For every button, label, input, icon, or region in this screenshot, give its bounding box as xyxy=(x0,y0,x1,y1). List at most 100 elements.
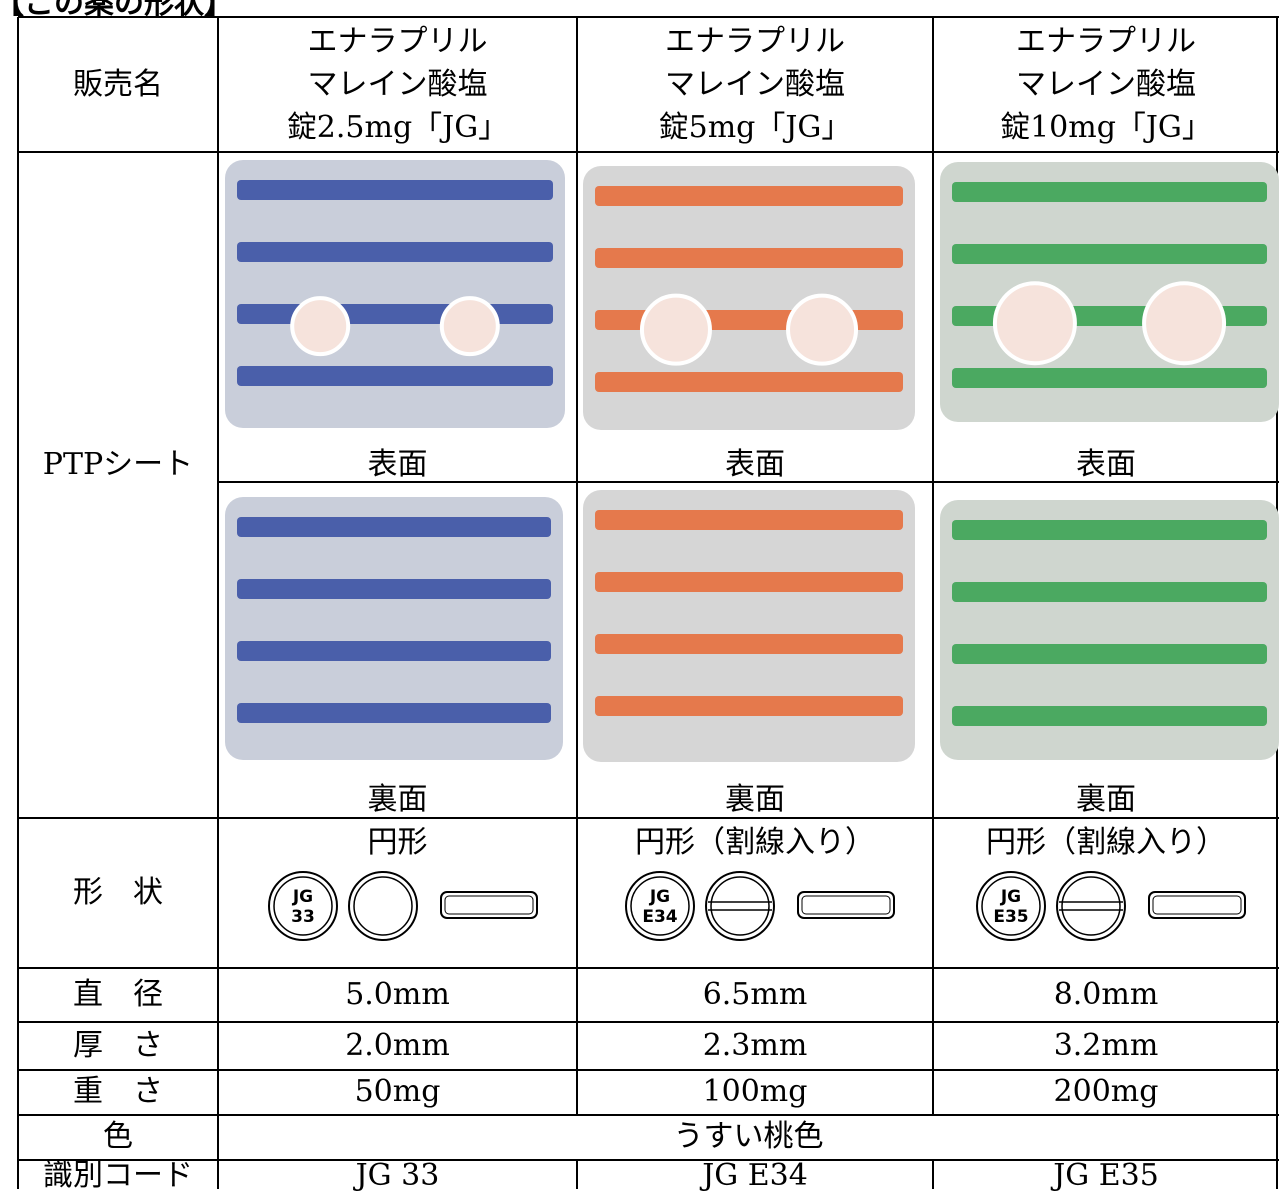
product-name: マレイン酸塩 xyxy=(665,67,845,102)
row-label: 重 さ xyxy=(73,1074,163,1109)
code-value: JG 33 xyxy=(355,1158,440,1193)
ptp-back-photo xyxy=(583,490,915,762)
row-line xyxy=(18,1021,1279,1023)
col-line xyxy=(932,1160,934,1189)
weight-value: 200mg xyxy=(1053,1074,1159,1109)
sheet xyxy=(225,497,563,760)
weight-value: 100mg xyxy=(702,1074,808,1109)
tablet xyxy=(992,281,1077,366)
thickness-value: 3.2mm xyxy=(1053,1028,1159,1063)
ptp-back-photo xyxy=(225,497,563,760)
tablet-bottom xyxy=(705,871,775,941)
weight-value: 50mg xyxy=(354,1074,441,1109)
sheet xyxy=(583,490,915,762)
tablet xyxy=(290,296,351,357)
print-band xyxy=(595,510,903,530)
sheet xyxy=(940,500,1279,760)
row-line xyxy=(18,1159,1279,1161)
print-band xyxy=(237,242,553,262)
col-line xyxy=(17,17,19,1189)
product-name: エナラプリル xyxy=(1016,24,1196,59)
print-band xyxy=(237,517,551,537)
product-name: 錠10mg「JG」 xyxy=(1000,110,1212,145)
tablet-top-inner xyxy=(272,876,333,936)
shape-text: 円形（割線入り） xyxy=(635,825,875,860)
row-line xyxy=(18,16,1279,18)
tablet-top-inner xyxy=(981,876,1041,936)
row-label: 厚 さ xyxy=(73,1028,163,1063)
side-label: 表面 xyxy=(367,447,428,482)
print-band xyxy=(595,696,903,716)
ptp-front-photo xyxy=(225,160,565,428)
print-band xyxy=(952,706,1267,726)
diameter-value: 6.5mm xyxy=(702,977,808,1012)
product-name: 錠2.5mg「JG」 xyxy=(286,110,509,145)
print-band xyxy=(952,182,1267,202)
print-band xyxy=(237,304,553,324)
tablet-bottom-inner xyxy=(710,876,770,936)
shape-text: 円形 xyxy=(367,825,428,860)
row-line xyxy=(18,1114,1279,1116)
tablet-side xyxy=(797,891,895,919)
imprint: 33 xyxy=(291,907,315,927)
print-band xyxy=(595,248,903,268)
tablet-bottom xyxy=(1056,871,1126,941)
ptp-front-photo xyxy=(583,166,915,430)
tablet xyxy=(439,296,500,357)
tablet-side-inner xyxy=(1152,895,1242,915)
row-label: 販売名 xyxy=(73,67,163,102)
title: 【この薬の形状】 xyxy=(0,0,234,21)
row-line xyxy=(218,481,1279,483)
row-line xyxy=(18,817,1279,819)
row-line xyxy=(18,151,1279,153)
imprint: JG xyxy=(649,887,670,907)
row-label: 形 状 xyxy=(73,875,163,910)
thickness-value: 2.0mm xyxy=(345,1028,450,1063)
sheet xyxy=(225,160,565,428)
side-label: 表面 xyxy=(1076,447,1136,482)
row-label: 色 xyxy=(103,1119,133,1154)
tablet-side xyxy=(1148,891,1246,919)
imprint: JG xyxy=(291,887,312,907)
print-band xyxy=(952,520,1267,540)
product-name: エナラプリル xyxy=(665,24,845,59)
print-band xyxy=(237,641,551,661)
row-label: 識別コード xyxy=(43,1158,193,1193)
row-line xyxy=(18,1069,1279,1071)
product-name: マレイン酸塩 xyxy=(307,67,488,102)
print-band xyxy=(952,368,1267,388)
print-band xyxy=(595,186,903,206)
print-band xyxy=(595,372,903,392)
thickness-value: 2.3mm xyxy=(702,1028,808,1063)
print-band xyxy=(237,180,553,200)
diameter-value: 5.0mm xyxy=(345,977,450,1012)
ptp-front-photo xyxy=(940,162,1279,422)
product-name: エナラプリル xyxy=(307,24,488,59)
row-label: PTPシート xyxy=(42,447,194,482)
row-label: 直 径 xyxy=(73,977,163,1012)
row-line xyxy=(18,967,1279,969)
side-label: 裏面 xyxy=(1076,782,1136,817)
imprint: E35 xyxy=(993,907,1028,927)
tablet-side-inner xyxy=(801,895,891,915)
tablet-top xyxy=(976,871,1046,941)
code-value: JG E34 xyxy=(702,1158,808,1193)
col-line xyxy=(576,1160,578,1189)
product-name: マレイン酸塩 xyxy=(1016,67,1196,102)
tablet xyxy=(639,293,712,366)
print-band xyxy=(595,634,903,654)
print-band xyxy=(237,366,553,386)
col-line xyxy=(576,17,578,1115)
print-band xyxy=(595,572,903,592)
tablet-bottom xyxy=(347,871,418,941)
code-value: JG E35 xyxy=(1053,1158,1159,1193)
imprint: JG xyxy=(1000,887,1021,907)
tablet-bottom-inner xyxy=(1061,876,1121,936)
tablet-top xyxy=(625,871,695,941)
color-value: うすい桃色 xyxy=(673,1119,824,1154)
side-label: 裏面 xyxy=(725,782,785,817)
